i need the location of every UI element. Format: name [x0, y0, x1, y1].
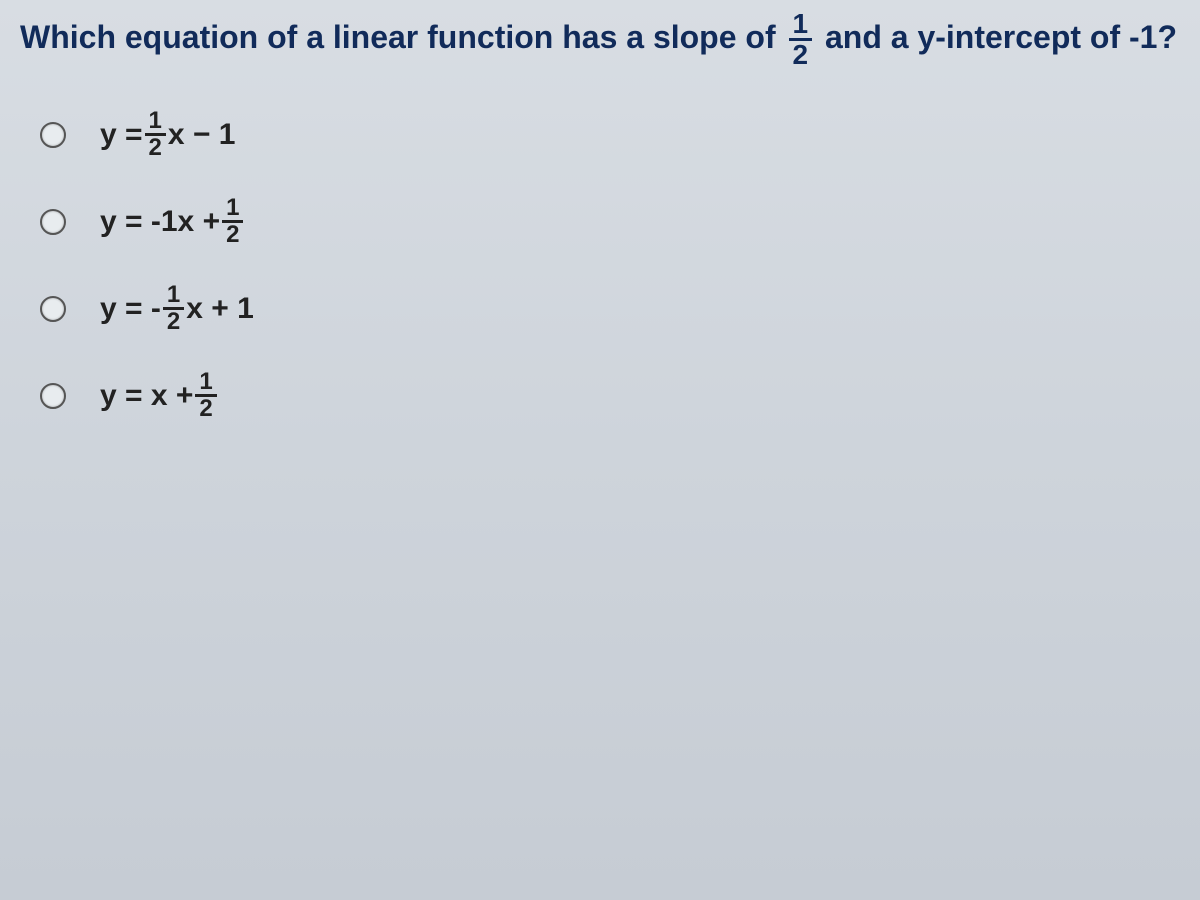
radio-a[interactable]: [40, 122, 66, 148]
option-c-suffix: x + 1: [186, 292, 254, 326]
option-a[interactable]: y = 1 2 x − 1: [40, 109, 1180, 160]
option-a-frac-num: 1: [145, 109, 166, 136]
question-frac-den: 2: [789, 41, 813, 69]
question-prefix: Which equation of a linear function has …: [20, 19, 785, 55]
question-suffix: and a y-intercept of -1?: [825, 19, 1177, 55]
option-c-fraction: 1 2: [163, 283, 184, 334]
option-d-frac-num: 1: [195, 370, 216, 397]
option-b-fraction: 1 2: [222, 196, 243, 247]
option-b[interactable]: y = -1x + 1 2: [40, 196, 1180, 247]
radio-b[interactable]: [40, 209, 66, 235]
option-b-prefix: y = -1x +: [100, 205, 220, 239]
option-d-prefix: y = x +: [100, 379, 193, 413]
option-d[interactable]: y = x + 1 2: [40, 370, 1180, 421]
option-c-prefix: y = -: [100, 292, 161, 326]
option-d-fraction: 1 2: [195, 370, 216, 421]
option-b-equation: y = -1x + 1 2: [100, 196, 245, 247]
option-b-frac-den: 2: [222, 223, 243, 247]
option-b-frac-num: 1: [222, 196, 243, 223]
quiz-page: Which equation of a linear function has …: [0, 0, 1200, 900]
option-a-frac-den: 2: [145, 136, 166, 160]
option-a-prefix: y =: [100, 118, 143, 152]
option-d-equation: y = x + 1 2: [100, 370, 219, 421]
option-a-equation: y = 1 2 x − 1: [100, 109, 235, 160]
option-c-frac-num: 1: [163, 283, 184, 310]
option-d-frac-den: 2: [195, 397, 216, 421]
option-c[interactable]: y = - 1 2 x + 1: [40, 283, 1180, 334]
question-text: Which equation of a linear function has …: [20, 10, 1180, 69]
question-fraction: 1 2: [789, 10, 813, 69]
options-group: y = 1 2 x − 1 y = -1x + 1 2: [40, 109, 1180, 421]
option-a-fraction: 1 2: [145, 109, 166, 160]
option-a-suffix: x − 1: [168, 118, 236, 152]
radio-c[interactable]: [40, 296, 66, 322]
option-c-equation: y = - 1 2 x + 1: [100, 283, 254, 334]
option-c-frac-den: 2: [163, 310, 184, 334]
radio-d[interactable]: [40, 383, 66, 409]
question-frac-num: 1: [789, 10, 813, 41]
